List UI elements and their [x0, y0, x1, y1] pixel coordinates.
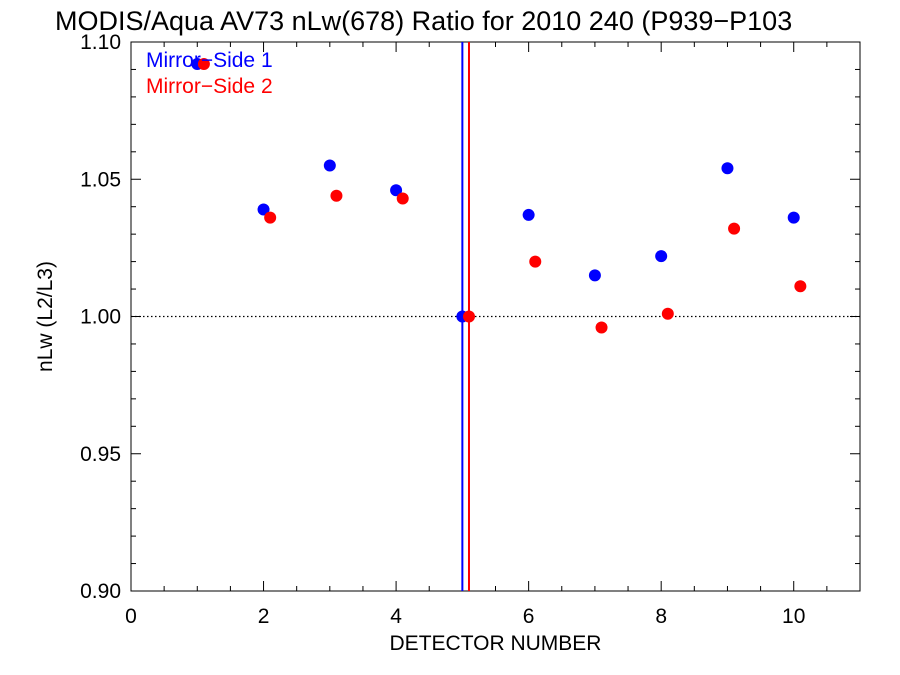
x-tick-label: 6 — [523, 605, 535, 628]
legend-entry-series-1: Mirror−Side 1 — [146, 49, 273, 72]
x-tick-label: 4 — [390, 605, 402, 628]
series-1-point — [257, 203, 270, 216]
chart-title: MODIS/Aqua AV73 nLw(678) Ratio for 2010 … — [55, 6, 792, 36]
y-tick-label: 0.90 — [80, 580, 121, 603]
series-2-point — [728, 222, 741, 235]
x-tick-label: 0 — [125, 605, 137, 628]
series-2-point — [794, 280, 807, 293]
x-tick-label: 10 — [782, 605, 805, 628]
y-axis-label: nLw (L2/L3) — [34, 261, 57, 372]
x-tick-label: 8 — [655, 605, 667, 628]
series-2-point — [595, 321, 608, 334]
y-tick-label: 0.95 — [80, 443, 121, 466]
y-tick-label: 1.00 — [80, 306, 121, 329]
series-2-point — [529, 255, 542, 268]
legend-entry-series-2: Mirror−Side 2 — [146, 75, 273, 98]
series-1-point — [522, 208, 535, 221]
series-2-point — [661, 307, 674, 320]
series-1-point — [390, 184, 403, 197]
x-axis-label: DETECTOR NUMBER — [390, 632, 602, 655]
series-1-point — [655, 250, 668, 263]
y-tick-label: 1.10 — [80, 31, 121, 54]
series-2-point — [197, 57, 210, 70]
series-1-point — [721, 162, 734, 175]
series-1-point — [787, 211, 800, 224]
series-1-point — [323, 159, 336, 172]
series-2-point — [330, 189, 343, 202]
series-2-point — [462, 310, 475, 323]
series-1-point — [588, 269, 601, 282]
x-tick-label: 2 — [258, 605, 270, 628]
plot-area: 0 2 4 6 8 10 0.90 0.95 1.00 1.05 1.10 Mirror−Side 1… — [80, 31, 861, 628]
series-2-point — [264, 211, 277, 224]
y-tick-label: 1.05 — [80, 168, 121, 191]
series-2-point — [396, 192, 409, 205]
